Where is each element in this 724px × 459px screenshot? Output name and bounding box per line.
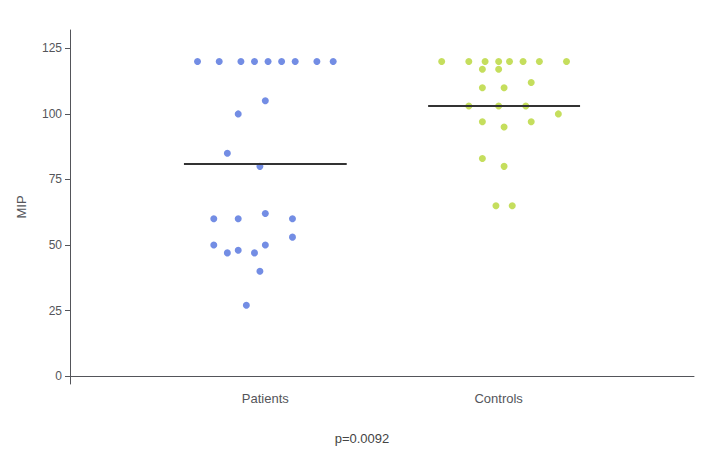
svg-text:50: 50	[49, 238, 63, 252]
svg-text:Controls: Controls	[474, 391, 523, 406]
svg-text:125: 125	[42, 41, 62, 55]
svg-text:25: 25	[49, 304, 63, 318]
svg-text:75: 75	[49, 172, 63, 186]
svg-text:p=0.0092: p=0.0092	[335, 431, 390, 446]
svg-text:Patients: Patients	[242, 391, 289, 406]
svg-text:MIP: MIP	[14, 195, 29, 218]
svg-text:0: 0	[55, 369, 62, 383]
svg-text:100: 100	[42, 107, 62, 121]
